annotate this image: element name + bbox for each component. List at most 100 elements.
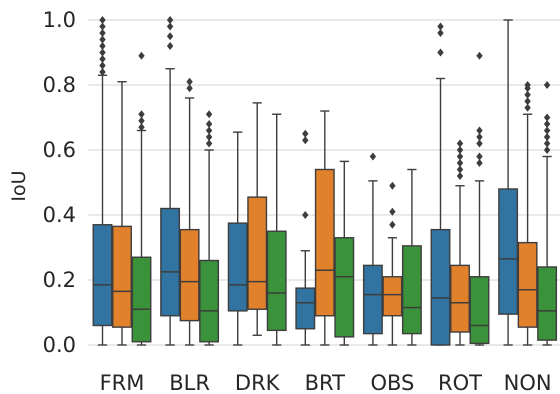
outlier-marker [543, 133, 551, 141]
box-iqr [334, 237, 355, 338]
outlier-marker [205, 110, 213, 119]
box-frm-2 [131, 51, 152, 346]
box-obs-2 [401, 168, 422, 346]
outlier-marker [99, 68, 106, 76]
box-frm-0 [92, 16, 113, 346]
outlier-marker [543, 113, 551, 122]
box-iqr [382, 276, 403, 317]
outlier-marker [456, 139, 464, 148]
y-axis-label: IoU [8, 170, 30, 201]
x-tick-label: BLR [169, 371, 210, 394]
outlier-marker [205, 133, 213, 141]
box-blr-2 [199, 110, 220, 346]
box-iqr [131, 256, 152, 343]
box-iqr [537, 266, 558, 341]
outlier-marker [476, 126, 483, 135]
box-iqr [266, 230, 287, 332]
box-frm-1 [112, 81, 132, 346]
outlier-marker [543, 139, 551, 148]
outlier-marker [524, 81, 531, 89]
outlier-marker [166, 16, 174, 24]
outlier-marker [476, 159, 483, 167]
outlier-marker [437, 29, 444, 37]
box-iqr [92, 224, 113, 327]
x-tick-label: ROT [438, 371, 482, 394]
outlier-marker [456, 146, 464, 154]
outlier-marker [389, 181, 396, 190]
x-tick-label: FRM [100, 371, 145, 394]
y-tick-label: 0.0 [43, 333, 76, 357]
box-drk-1 [247, 102, 268, 336]
outlier-marker [138, 116, 145, 125]
x-tick-labels: FRM BLR DRK BRT OBS ROT NON [100, 371, 552, 394]
outlier-marker [456, 159, 464, 167]
box-iqr [199, 259, 220, 343]
box-iqr [498, 188, 519, 315]
outlier-marker [437, 48, 444, 57]
box-rot-2 [469, 51, 490, 346]
box-non-1 [517, 81, 538, 346]
outlier-marker [476, 133, 483, 141]
box-iqr [450, 264, 470, 333]
box-obs-0 [362, 152, 383, 346]
outlier-marker [476, 51, 483, 60]
y-tick-label: 0.4 [43, 203, 76, 227]
outlier-marker [456, 152, 464, 161]
outlier-marker [166, 32, 174, 41]
outlier-marker [389, 207, 396, 216]
box-brt-2 [334, 160, 355, 346]
box-non-2 [537, 81, 558, 346]
box-iqr [295, 287, 316, 330]
box-iqr [227, 222, 248, 312]
outlier-marker [543, 120, 551, 128]
box-iqr [314, 168, 335, 317]
outlier-marker [138, 110, 145, 119]
outlier-marker [302, 136, 309, 145]
box-blr-0 [160, 16, 181, 346]
outlier-marker [138, 51, 145, 60]
x-tick-label: OBS [370, 371, 414, 394]
y-tick-label: 0.2 [43, 268, 76, 292]
outlier-marker [369, 152, 377, 161]
box-iqr [247, 196, 268, 310]
outlier-marker [476, 139, 483, 148]
box-drk-2 [266, 113, 287, 346]
box-iqr [469, 276, 490, 345]
outlier-marker [99, 22, 106, 31]
outlier-marker [99, 55, 106, 63]
outlier-marker [205, 139, 213, 148]
box-brt-1 [314, 110, 335, 346]
outlier-marker [302, 129, 309, 138]
box-iqr [179, 228, 200, 322]
outlier-marker [543, 81, 551, 89]
y-tick-labels: 0.0 0.2 0.4 0.6 0.8 1.0 [43, 8, 76, 357]
y-tick-label: 1.0 [43, 8, 76, 32]
x-tick-label: NON [504, 371, 552, 394]
box-obs-1 [382, 181, 403, 346]
outlier-marker [543, 126, 551, 135]
outlier-marker [99, 16, 106, 24]
box-groups [92, 16, 558, 346]
outlier-marker [302, 211, 309, 219]
box-rot-0 [430, 22, 451, 346]
box-brt-0 [295, 129, 316, 346]
x-tick-label: DRK [235, 371, 281, 394]
box-rot-1 [450, 139, 470, 346]
outlier-marker [99, 35, 106, 44]
box-iqr [401, 245, 422, 335]
outlier-marker [524, 103, 531, 112]
outlier-marker [186, 77, 193, 86]
outlier-marker [456, 165, 464, 174]
outlier-marker [437, 22, 444, 31]
outlier-marker [205, 126, 213, 135]
outlier-marker [543, 146, 551, 154]
outlier-marker [166, 22, 174, 31]
x-tick-label: BRT [305, 371, 345, 394]
outlier-marker [524, 90, 531, 99]
y-tick-label: 0.6 [43, 138, 76, 162]
box-non-0 [498, 19, 519, 346]
box-iqr [362, 264, 383, 335]
outlier-marker [205, 120, 213, 128]
box-drk-0 [227, 131, 248, 346]
